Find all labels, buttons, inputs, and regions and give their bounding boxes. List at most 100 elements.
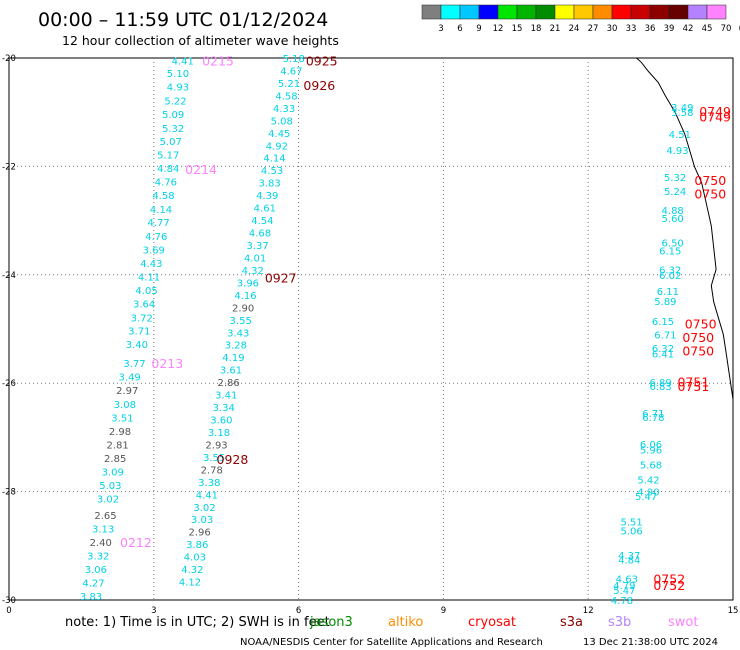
wave-height-value: 3.55 — [230, 316, 252, 327]
pass-time-label: 0751 — [677, 375, 709, 390]
wave-height-value: 6.15 — [652, 317, 674, 328]
wave-height-value: 6.15 — [659, 246, 681, 257]
wave-height-value: 3.06 — [85, 565, 107, 576]
x-tick-label: 0 — [6, 606, 11, 616]
wave-height-value: 3.96 — [237, 278, 259, 289]
colorbar-label: 36 — [645, 24, 656, 34]
wave-height-value: 2.65 — [94, 511, 116, 522]
pass-time-label: 0750 — [694, 173, 726, 188]
y-tick-label: -26 — [2, 379, 16, 389]
satellite-legend: jason3 altiko cryosat s3a s3b swot — [309, 615, 698, 630]
wave-height-value: 4.37 — [618, 551, 640, 562]
wave-height-value: 6.83 — [649, 382, 671, 393]
colorbar-label: 27 — [588, 24, 599, 34]
wave-height-value: 5.51 — [621, 517, 643, 528]
wave-height-value: 5.06 — [621, 527, 643, 538]
wave-height-value: 2.86 — [217, 378, 239, 389]
colorbar-swatch — [421, 4, 442, 20]
wave-height-value: 4.68 — [249, 229, 271, 240]
wave-height-value: 2.96 — [189, 528, 211, 539]
colorbar-label: 12 — [493, 24, 504, 34]
wave-height-value: 3.28 — [225, 341, 247, 352]
wave-height-value: 5.24 — [664, 187, 686, 198]
wave-height-value: 5.10 — [167, 69, 189, 80]
wave-height-value: 3.38 — [198, 478, 220, 489]
wave-height-value: 4.11 — [138, 272, 160, 283]
pass-time-label: 0927 — [265, 271, 297, 286]
y-tick-label: -24 — [2, 271, 16, 281]
time-labels: 0215 0214 0213 0212 0925 0926 0927 0928 07490749… — [120, 54, 731, 593]
wave-height-value: 5.21 — [278, 79, 300, 90]
wave-height-value: 4.43 — [140, 259, 162, 270]
wave-height-value: 4.05 — [135, 286, 157, 297]
wave-height-value: 5.18 — [283, 54, 305, 65]
colorbar-label: 45 — [702, 24, 713, 34]
wave-height-value: 3.55 — [203, 453, 225, 464]
colorbar-label: 21 — [550, 24, 561, 34]
wave-height-value: 5.03 — [99, 481, 121, 492]
wave-height-value: 5.60 — [662, 214, 684, 225]
colorbar-swatch — [478, 4, 499, 20]
plot-frame — [8, 57, 734, 601]
wave-height-value: 3.61 — [220, 366, 242, 377]
satellite-legend-item: cryosat — [468, 615, 516, 630]
colorbar-label: 15 — [512, 24, 523, 34]
y-tick-labels: -20 -22 -24 -26 -28 -30 — [2, 54, 16, 606]
y-tick-label: -30 — [2, 596, 16, 606]
pass-time-label: 0750 — [685, 317, 717, 332]
wave-height-value: 3.58 — [671, 108, 693, 119]
wave-height-value: 4.41 — [196, 490, 218, 501]
wave-height-value: 3.34 — [213, 403, 235, 414]
wave-height-value: 4.27 — [82, 579, 104, 590]
colorbar-label: 3 — [438, 24, 443, 34]
wave-height-value: 4.39 — [256, 191, 278, 202]
wave-height-value: 2.97 — [116, 386, 138, 397]
wave-height-value: 5.47 — [613, 586, 635, 597]
wave-height-value: 6.89 — [649, 378, 671, 389]
x-tick-label: 15 — [728, 606, 739, 616]
wave-height-value: 6.06 — [640, 440, 662, 451]
wave-height-value: 6.71 — [654, 330, 676, 341]
wave-height-value: 5.07 — [160, 137, 182, 148]
wave-height-value: 2.98 — [109, 427, 131, 438]
satellite-legend-item: swot — [668, 615, 698, 630]
pass-time-label: 0750 — [694, 187, 726, 202]
chart-title: 00:00 – 11:59 UTC 01/12/2024 — [38, 9, 328, 31]
y-tick-label: -28 — [2, 488, 16, 498]
y-tick-label: -22 — [2, 162, 16, 172]
wave-height-value: 4.79 — [613, 581, 635, 592]
colorbar-swatch — [554, 4, 575, 20]
wave-height-value: 6.41 — [652, 349, 674, 360]
wave-height-value: 3.51 — [111, 413, 133, 424]
colorbar-swatch — [687, 4, 708, 20]
colorbar-swatch — [573, 4, 594, 20]
pass-time-label: 0925 — [306, 54, 338, 69]
satellite-legend-item: s3a — [560, 615, 583, 630]
footer-note: note: 1) Time is in UTC; 2) SWH is in fe… — [65, 615, 330, 630]
wave-height-value: 5.32 — [162, 124, 184, 135]
wave-height-value: 5.17 — [157, 150, 179, 161]
pass-time-label: 0928 — [217, 452, 249, 467]
wave-height-value: 5.47 — [635, 492, 657, 503]
colorbar-label: 18 — [531, 24, 542, 34]
wave-height-value: 6.78 — [642, 413, 664, 424]
y-tick-label: -20 — [2, 54, 16, 64]
pass-time-label: 0752 — [653, 571, 685, 586]
colorbar-swatch — [649, 4, 670, 20]
pass-time-label: 0750 — [682, 330, 714, 345]
wave-height-value: 3.86 — [186, 540, 208, 551]
pass-time-label: 0751 — [677, 379, 709, 394]
footer-credit: NOAA/NESDIS Center for Satellite Applica… — [240, 637, 543, 648]
wave-height-value: 4.19 — [222, 353, 244, 364]
colorbar-swatch — [592, 4, 613, 20]
wave-height-value: 3.32 — [87, 552, 109, 563]
wave-height-value: 5.22 — [164, 96, 186, 107]
wave-height-value: 3.71 — [128, 327, 150, 338]
wave-height-value: 3.64 — [133, 300, 155, 311]
wave-height-value: 5.32 — [664, 173, 686, 184]
wave-height-value: 4.51 — [669, 130, 691, 141]
colorbar-label: 39 — [664, 24, 675, 34]
wave-height-value: 4.16 — [234, 291, 256, 302]
wave-height-value: 3.03 — [191, 515, 213, 526]
